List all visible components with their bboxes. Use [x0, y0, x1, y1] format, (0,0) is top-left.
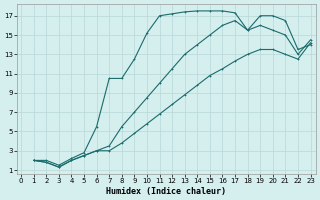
X-axis label: Humidex (Indice chaleur): Humidex (Indice chaleur): [107, 187, 227, 196]
